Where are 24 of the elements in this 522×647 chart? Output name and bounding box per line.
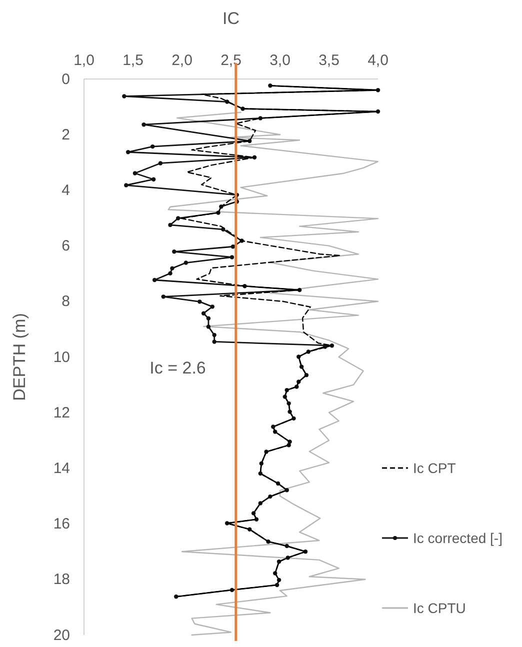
- y-tick-label: 8: [62, 293, 70, 310]
- x-tick-label: 1,0: [74, 52, 94, 69]
- x-axis-title: IC: [222, 9, 240, 28]
- y-tick-label: 12: [53, 404, 70, 422]
- y-tick-label: 20: [53, 626, 70, 644]
- y-tick-label: 0: [62, 70, 70, 88]
- y-axis-title: DEPTH (m): [10, 313, 29, 401]
- y-tick-label: 16: [53, 516, 70, 533]
- legend-label: Ic CPT: [413, 460, 456, 476]
- x-tick-label: 2,0: [172, 52, 192, 69]
- ref-line-label: Ic = 2.6: [150, 358, 206, 378]
- legend-label: Ic CPTU: [413, 600, 466, 616]
- x-tick-label: 4,0: [368, 52, 388, 69]
- x-tick-label: 3,5: [318, 52, 340, 69]
- legend-label: Ic corrected [-]: [413, 530, 502, 546]
- y-tick-label: 10: [53, 348, 70, 366]
- x-tick-label: 2,5: [220, 52, 242, 69]
- y-tick-label: 14: [53, 460, 70, 477]
- y-tick-label: 18: [53, 571, 70, 588]
- y-tick-label: 6: [62, 238, 70, 255]
- y-tick-label: 4: [62, 182, 70, 199]
- x-tick-label: 3,0: [270, 52, 290, 69]
- x-tick-label: 1,5: [122, 52, 144, 69]
- y-tick-label: 2: [62, 126, 70, 144]
